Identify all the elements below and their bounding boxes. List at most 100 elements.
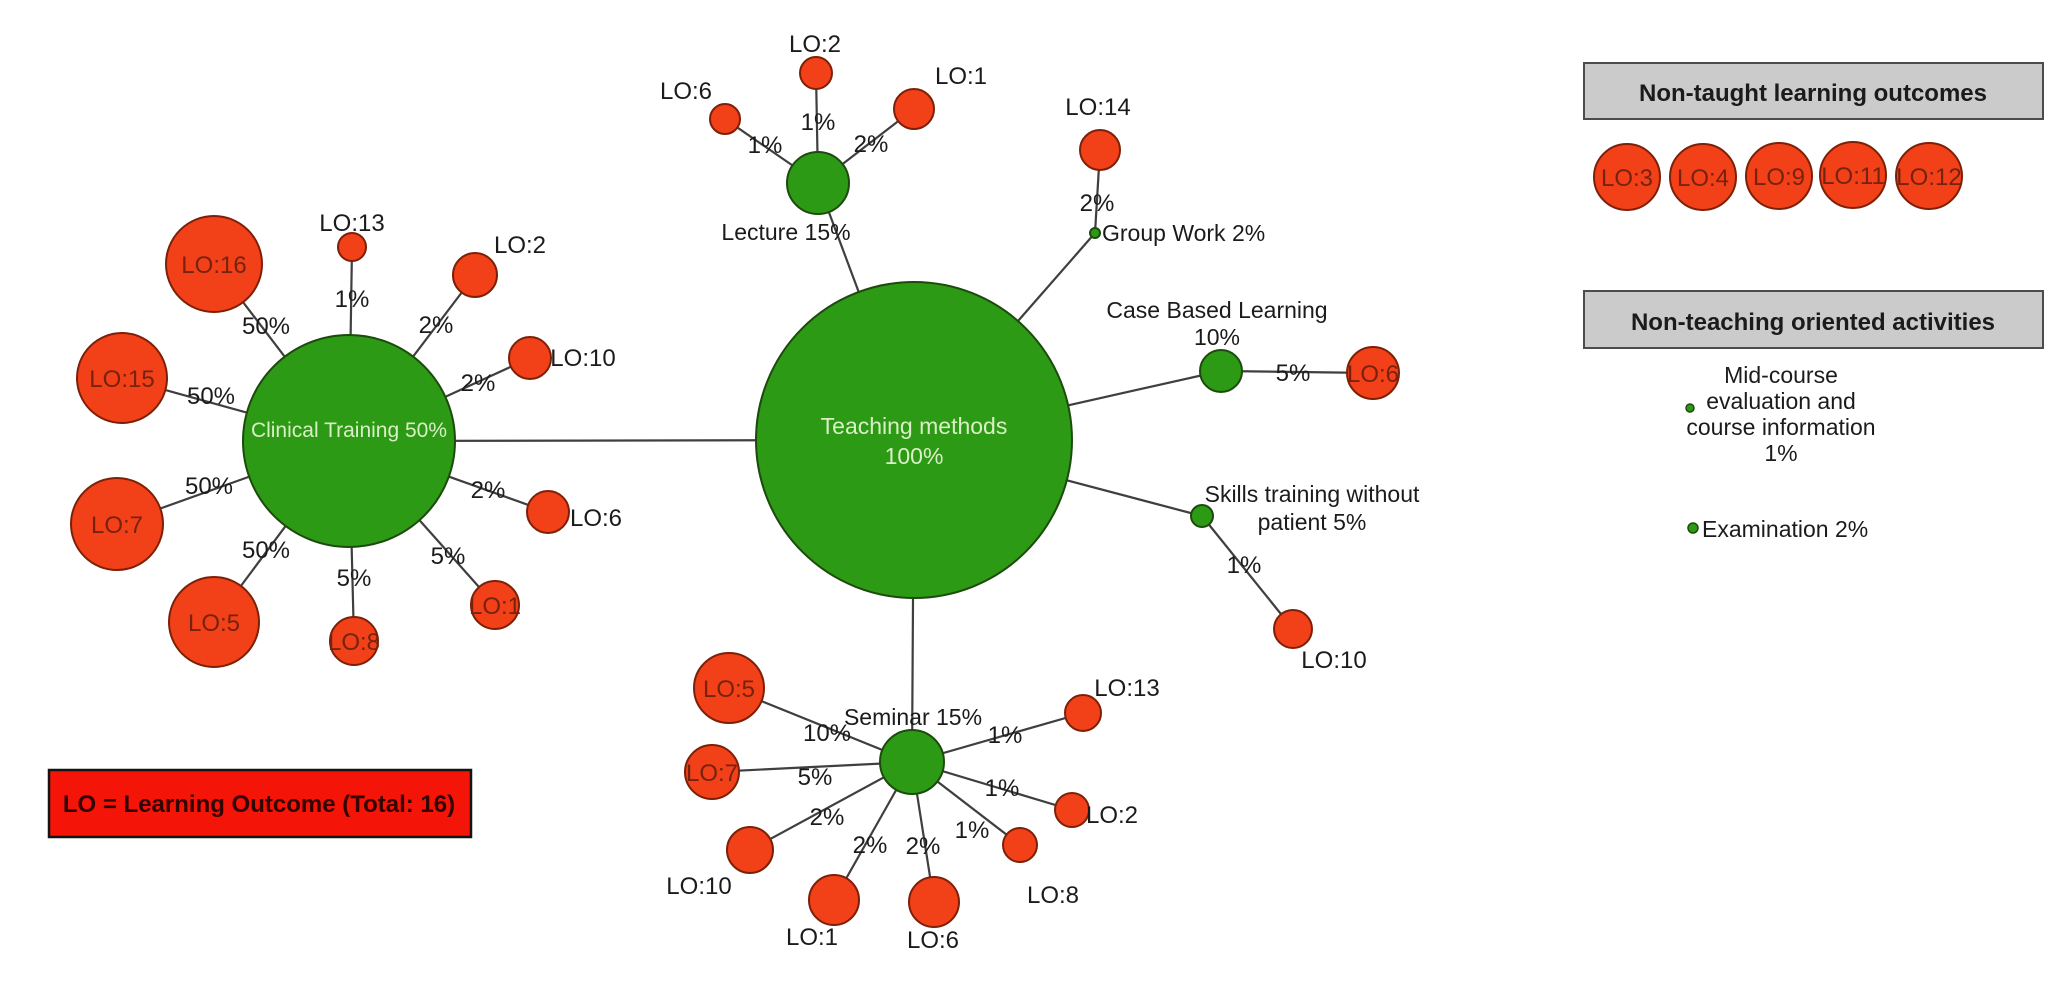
lo-node-nt-lo4	[1669, 143, 1737, 211]
legend-item-text-0-line-0: Mid-course	[1724, 362, 1838, 388]
lo-node-ct-lo13	[337, 232, 367, 262]
lo-node-lec-lo1	[893, 88, 935, 130]
legend-item-text-0-line-2: course information	[1686, 414, 1875, 440]
lo-node-lec-lo2	[799, 56, 833, 90]
lo-node-cbl-lo6	[1346, 346, 1400, 400]
lo-node-nt-lo12	[1895, 142, 1963, 210]
edge-label-seminar-sem-lo10: 2%	[810, 804, 845, 831]
method-label-case-based-learning-line-1: 10%	[1194, 324, 1240, 350]
edge-skills-training-st-lo10	[1201, 515, 1294, 630]
lo-node-ct-lo2	[452, 252, 498, 298]
lo-label-sem-lo5: LO:5	[703, 676, 755, 703]
method-label-teaching-methods-line-1: 100%	[885, 443, 944, 469]
lo-label-sem-lo1: LO:1	[786, 924, 838, 951]
lo-node-nt-lo9	[1745, 142, 1813, 210]
lo-label-ct-lo13: LO:13	[319, 210, 384, 237]
method-label-group-work-line-0: Group Work 2%	[1102, 220, 1265, 246]
legend-title-non-taught: Non-taught learning outcomes	[1639, 80, 1987, 107]
edge-label-lecture-lec-lo2: 1%	[801, 109, 836, 136]
lo-label-gw-lo14: LO:14	[1065, 94, 1130, 121]
lo-node-lec-lo6	[709, 103, 741, 135]
edge-label-lecture-lec-lo6: 1%	[748, 132, 783, 159]
lo-node-ct-lo1	[470, 580, 520, 630]
lo-label-ct-lo8: LO:8	[328, 629, 380, 656]
lo-node-nt-lo11	[1819, 141, 1887, 209]
method-node-skills-training	[1190, 504, 1214, 528]
method-node-case-based-learning	[1199, 349, 1243, 393]
legend-item-dot-0	[1685, 403, 1695, 413]
lo-label-ct-lo2: LO:2	[494, 232, 546, 259]
lo-node-ct-lo7	[70, 477, 164, 571]
method-label-case-based-learning-line-0: Case Based Learning	[1106, 297, 1327, 323]
edge-seminar-sem-lo7	[711, 760, 913, 774]
edge-label-lecture-lec-lo1: 2%	[854, 131, 889, 158]
lo-label-nt-lo12: LO:12	[1896, 164, 1961, 191]
lo-node-ct-lo16	[165, 215, 263, 313]
edge-label-clinical-training-ct-lo1: 5%	[431, 543, 466, 570]
note-text: LO = Learning Outcome (Total: 16)	[63, 791, 455, 818]
lo-label-nt-lo4: LO:4	[1677, 165, 1729, 192]
edge-label-case-based-learning-cbl-lo6: 5%	[1276, 360, 1311, 387]
method-node-lecture	[786, 151, 850, 215]
lo-label-lec-lo6: LO:6	[660, 78, 712, 105]
edge-label-seminar-sem-lo7: 5%	[798, 764, 833, 791]
method-node-group-work	[1089, 227, 1101, 239]
edge-label-clinical-training-ct-lo13: 1%	[335, 286, 370, 313]
lo-node-nt-lo3	[1593, 143, 1661, 211]
legend-item-text-0-line-1: evaluation and	[1706, 388, 1856, 414]
lo-node-ct-lo15	[76, 332, 168, 424]
lo-label-cbl-lo6: LO:6	[1347, 361, 1399, 388]
lo-node-gw-lo14	[1079, 129, 1121, 171]
method-label-skills-training-line-0: Skills training without	[1205, 481, 1420, 507]
method-label-skills-training-line-1: patient 5%	[1258, 509, 1367, 535]
lo-label-nt-lo3: LO:3	[1601, 165, 1653, 192]
lo-node-ct-lo5	[168, 576, 260, 668]
method-node-clinical-training	[242, 334, 456, 548]
edge-label-seminar-sem-lo8: 1%	[955, 817, 990, 844]
lo-label-sem-lo10: LO:10	[666, 873, 731, 900]
lo-label-nt-lo9: LO:9	[1753, 164, 1805, 191]
method-label-teaching-methods-line-0: Teaching methods	[821, 413, 1008, 439]
legend-box-non-teaching	[1583, 290, 2044, 349]
lo-label-st-lo10: LO:10	[1301, 647, 1366, 674]
lo-label-sem-lo6: LO:6	[907, 927, 959, 954]
lo-node-sem-lo8	[1002, 827, 1038, 863]
legend-box-non-taught	[1583, 62, 2044, 120]
lo-label-ct-lo6: LO:6	[570, 505, 622, 532]
lo-node-sem-lo10	[726, 826, 774, 874]
edge-label-seminar-sem-lo13: 1%	[988, 722, 1023, 749]
edge-label-clinical-training-ct-lo8: 5%	[337, 565, 372, 592]
lo-label-sem-lo2: LO:2	[1086, 802, 1138, 829]
lo-node-sem-lo6	[908, 876, 960, 928]
edge-label-clinical-training-ct-lo7: 50%	[185, 473, 233, 500]
lo-label-ct-lo7: LO:7	[91, 512, 143, 539]
edge-label-seminar-sem-lo5: 10%	[803, 720, 851, 747]
edge-label-clinical-training-ct-lo16: 50%	[242, 313, 290, 340]
edge-label-clinical-training-ct-lo2: 2%	[419, 312, 454, 339]
edge-label-skills-training-st-lo10: 1%	[1227, 552, 1262, 579]
method-label-seminar-line-0: Seminar 15%	[844, 704, 982, 730]
lo-label-ct-lo1: LO:1	[469, 593, 521, 620]
legend-title-non-teaching: Non-teaching oriented activities	[1631, 309, 1995, 336]
lo-label-sem-lo13: LO:13	[1094, 675, 1159, 702]
edge-label-clinical-training-ct-lo6: 2%	[471, 477, 506, 504]
lo-label-ct-lo10: LO:10	[550, 345, 615, 372]
lo-node-st-lo10	[1273, 609, 1313, 649]
note-box	[47, 768, 473, 839]
lo-label-sem-lo8: LO:8	[1027, 882, 1079, 909]
method-node-seminar	[879, 729, 945, 795]
lo-node-ct-lo6	[526, 490, 570, 534]
edge-label-seminar-sem-lo2: 1%	[985, 775, 1020, 802]
edge-label-clinical-training-ct-lo5: 50%	[242, 537, 290, 564]
legend-item-dot-1	[1687, 522, 1699, 534]
lo-node-sem-lo1	[808, 874, 860, 926]
lo-label-ct-lo16: LO:16	[181, 252, 246, 279]
lo-node-ct-lo8	[329, 616, 379, 666]
edge-label-seminar-sem-lo6: 2%	[906, 833, 941, 860]
edge-label-clinical-training-ct-lo15: 50%	[187, 383, 235, 410]
legend-item-text-1-line-0: Examination 2%	[1702, 516, 1868, 542]
lo-node-sem-lo13	[1064, 694, 1102, 732]
lo-label-lec-lo1: LO:1	[935, 63, 987, 90]
